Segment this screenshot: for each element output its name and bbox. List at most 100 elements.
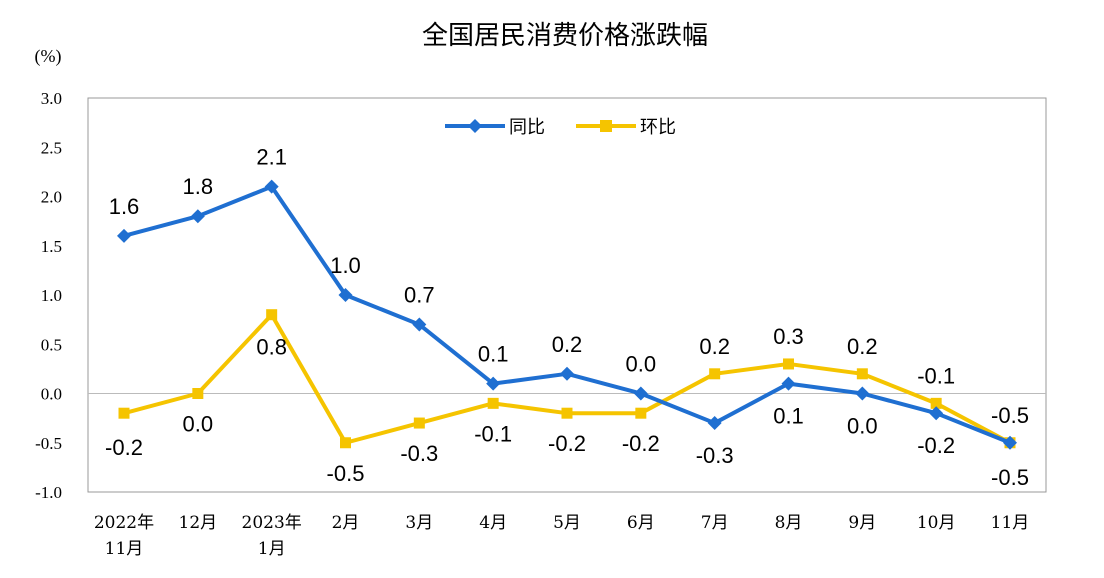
yoy-data-label: 0.1 — [773, 404, 804, 429]
x-tick-label: 5月 — [553, 513, 581, 533]
x-tick-line: 2月 — [332, 513, 360, 533]
yoy-data-label: 0.0 — [626, 352, 657, 377]
x-tick-line: 10月 — [917, 513, 956, 533]
chart-title: 全国居民消费价格涨跌幅 — [422, 21, 708, 51]
yoy-point-marker — [264, 179, 279, 194]
yoy-point-marker — [338, 288, 353, 302]
series-line-yoy — [123, 184, 1011, 445]
y-tick-label: -0.5 — [35, 434, 62, 453]
legend-item-yoy: 同比 — [445, 117, 545, 138]
legend-square-marker-icon — [600, 120, 612, 132]
y-tick-label: 0.0 — [41, 385, 62, 404]
x-tick-line: 6月 — [627, 513, 655, 533]
mom-data-label: 0.0 — [183, 412, 214, 437]
mom-point-marker — [266, 309, 278, 321]
y-tick-label: 0.5 — [41, 335, 62, 354]
x-tick-line: 8月 — [775, 513, 803, 533]
x-tick-label: 7月 — [701, 513, 729, 533]
yoy-data-label: 1.6 — [109, 194, 140, 219]
yoy-data-label: 0.7 — [404, 283, 435, 308]
y-tick-label: 2.0 — [41, 188, 62, 207]
x-tick-line: 7月 — [701, 513, 729, 533]
series-layer — [117, 179, 1017, 450]
mom-point-marker — [635, 407, 647, 419]
mom-data-label: -0.3 — [400, 441, 438, 466]
mom-data-label: 0.8 — [256, 335, 287, 360]
mom-point-marker — [930, 397, 942, 409]
yoy-point-marker — [633, 386, 648, 401]
yoy-data-label: 1.8 — [183, 174, 214, 199]
legend-diamond-marker-icon — [468, 119, 482, 133]
mom-data-label: 0.3 — [773, 324, 804, 349]
mom-data-label: -0.5 — [991, 465, 1029, 490]
mom-point-marker — [413, 417, 425, 429]
x-tick-line: 4月 — [479, 513, 507, 533]
yoy-point-marker — [855, 386, 870, 401]
yoy-data-label: -0.2 — [917, 433, 955, 458]
x-tick-line: 11月 — [105, 539, 144, 559]
mom-point-marker — [561, 407, 573, 419]
legend-label-mom: 环比 — [640, 117, 676, 138]
yoy-data-label: 0.1 — [478, 342, 509, 367]
x-tick-label: 12月 — [179, 513, 218, 533]
mom-data-label: -0.2 — [105, 435, 143, 460]
y-tick-label: 2.5 — [41, 138, 62, 157]
y-tick-label: 3.0 — [41, 89, 62, 108]
mom-data-label: -0.2 — [548, 431, 586, 456]
x-tick-label: 11月 — [991, 513, 1030, 533]
yoy-point-marker — [190, 209, 205, 224]
x-tick-line: 1月 — [258, 539, 286, 559]
mom-data-label: 0.2 — [847, 334, 878, 359]
x-tick-label: 8月 — [775, 513, 803, 533]
yoy-point-marker — [707, 416, 722, 431]
x-tick-label: 6月 — [627, 513, 655, 533]
legend: 同比 环比 — [445, 117, 676, 138]
mom-data-label: -0.1 — [917, 363, 955, 388]
y-axis-unit-label: (%) — [35, 46, 62, 67]
yoy-point-marker — [781, 376, 796, 391]
y-tick-label: -1.0 — [35, 483, 62, 502]
mom-point-marker — [487, 397, 499, 409]
mom-point-marker — [340, 437, 351, 449]
y-tick-label: 1.5 — [41, 237, 62, 256]
mom-data-label: -0.1 — [474, 421, 512, 446]
mom-point-marker — [192, 388, 204, 399]
x-axis: 2022年 11月 12月 2023年 1月 2月 3月 4月 5月 6月 7月 8月 9月 10月 11月 — [94, 513, 1029, 559]
mom-data-label: 0.2 — [699, 334, 730, 359]
x-tick-line: 11月 — [991, 513, 1030, 533]
x-tick-label: 4月 — [479, 513, 507, 533]
yoy-data-label: 0.2 — [552, 332, 583, 357]
yoy-point-marker — [929, 406, 944, 421]
mom-point-marker — [783, 358, 794, 370]
mom-point-marker — [856, 368, 868, 380]
yoy-point-marker — [486, 376, 501, 391]
x-tick-line: 2022年 — [94, 513, 154, 533]
y-axis: 3.0 2.5 2.0 1.5 1.0 0.5 0.0 -0.5 -1.0 — [35, 89, 62, 502]
yoy-point-marker — [560, 366, 574, 381]
x-tick-line: 2023年 — [242, 513, 302, 533]
plot-area-frame — [87, 97, 1047, 493]
mom-data-label: -0.5 — [327, 461, 365, 486]
mom-point-marker — [709, 368, 721, 380]
legend-item-mom: 环比 — [576, 117, 676, 138]
x-tick-line: 5月 — [553, 513, 581, 533]
yoy-point-marker — [412, 317, 427, 332]
x-tick-label: 2023年 1月 — [242, 513, 302, 559]
x-tick-label: 2月 — [332, 513, 360, 533]
yoy-data-label: -0.5 — [991, 403, 1029, 428]
yoy-point-marker — [1003, 435, 1017, 450]
x-tick-line: 9月 — [848, 513, 876, 533]
x-tick-label: 2022年 11月 — [94, 513, 154, 559]
data-labels: 1.6 1.8 2.1 1.0 0.7 0.1 0.2 0.0 -0.3 0.1 0.0 -0.2 -0… — [105, 145, 1029, 490]
yoy-data-label: 1.0 — [330, 253, 361, 278]
mom-point-marker — [118, 407, 130, 419]
legend-label-yoy: 同比 — [509, 117, 545, 138]
yoy-data-label: -0.3 — [696, 443, 734, 468]
x-tick-label: 3月 — [405, 513, 433, 533]
y-tick-label: 1.0 — [41, 286, 62, 305]
x-tick-label: 10月 — [917, 513, 956, 533]
x-tick-label: 9月 — [848, 513, 876, 533]
yoy-data-label: 2.1 — [256, 145, 287, 170]
mom-data-label: -0.2 — [622, 431, 660, 456]
